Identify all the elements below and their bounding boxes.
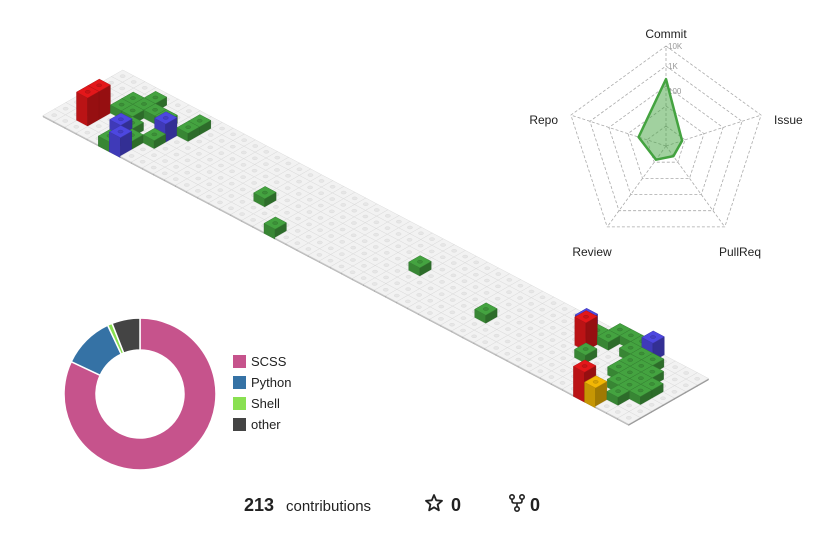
- radar-axis-label: Review: [572, 245, 612, 259]
- calendar-cell: [64, 120, 89, 135]
- contribution-bar: [263, 216, 287, 240]
- contribution-bar: [108, 125, 133, 159]
- legend-swatch: [233, 376, 246, 389]
- contribution-bar: [142, 127, 167, 151]
- legend-swatch: [233, 355, 246, 368]
- radar-grid: [627, 105, 705, 179]
- forks-count: 0: [530, 495, 540, 515]
- calendar-cell: [617, 411, 641, 426]
- radar-axis-label: Commit: [645, 27, 687, 41]
- contribution-bar: [596, 329, 621, 353]
- radar-tick-label: 1K: [668, 62, 678, 71]
- radar-tick-label: 100: [668, 87, 682, 96]
- legend-label: Shell: [251, 396, 280, 411]
- radar-axis-label: Repo: [529, 113, 558, 127]
- radar-series: [637, 77, 684, 161]
- pie-slice: [63, 317, 217, 471]
- radar-grid: [570, 45, 762, 228]
- stars-count: 0: [451, 495, 461, 515]
- radar-axis-label: Issue: [774, 113, 803, 127]
- contribution-bar: [75, 85, 100, 129]
- legend-swatch: [233, 418, 246, 431]
- radar-grid: [608, 85, 724, 195]
- legend-label: SCSS: [251, 354, 287, 369]
- contributions-count: 213: [244, 495, 274, 515]
- contribution-bar: [574, 310, 598, 354]
- legend-label: other: [251, 417, 281, 432]
- contributions-label: contributions: [286, 498, 371, 515]
- radar-axis-label: PullReq: [719, 245, 761, 259]
- radar-grid: [589, 65, 743, 212]
- star-icon: [425, 494, 443, 512]
- contribution-bar: [606, 384, 630, 408]
- contribution-bar: [176, 120, 200, 144]
- fork-icon: [508, 493, 526, 513]
- pie-slice: [111, 317, 141, 355]
- radar-tick-label: 10K: [668, 42, 683, 51]
- legend-swatch: [233, 397, 246, 410]
- stats-bar: 213 contributions 0 0: [244, 493, 540, 515]
- contribution-calendar: [42, 69, 710, 426]
- calendar-cell: [550, 376, 575, 391]
- legend-label: Python: [251, 375, 291, 390]
- language-pie-chart: SCSS Python Shell other: [63, 317, 291, 471]
- contribution-bar: [628, 384, 653, 407]
- radar-axis: [665, 145, 726, 228]
- contribution-bar: [408, 255, 432, 279]
